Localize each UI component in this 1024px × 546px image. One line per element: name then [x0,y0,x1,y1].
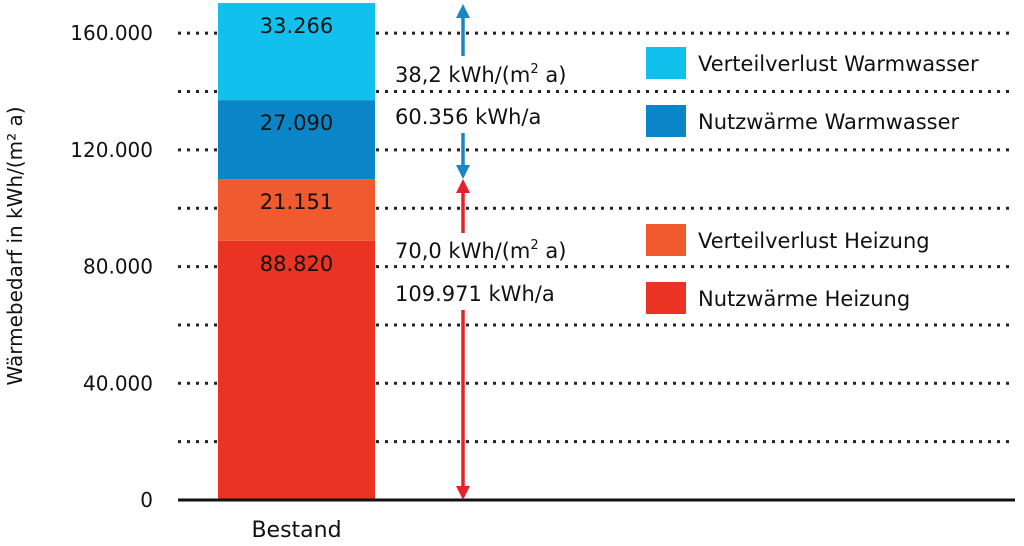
legend-label: Nutzwärme Warmwasser [698,110,959,134]
y-axis-label: Wärmebedarf in kWh/(m² a) [3,106,27,385]
bar-stack [218,3,375,500]
annotation-specific-demand: 70,0 kWh/(m2 a) [395,238,566,263]
legend-item: Nutzwärme Heizung [646,282,910,314]
y-axis-ticks: 0 40.000 80.000 120.000 160.000 [70,21,153,512]
segment-value-label: 88.820 [260,252,333,276]
annotation-specific-demand: 38,2 kWh/(m2 a) [395,62,566,87]
segment-value-label: 27.090 [260,111,333,135]
annotation-total-demand: 60.356 kWh/a [395,105,541,129]
legend-label: Verteilverlust Heizung [698,229,930,253]
legend-item: Verteilverlust Heizung [646,224,930,256]
segment-value-label: 21.151 [260,190,333,214]
legend-label: Verteilverlust Warmwasser [698,52,979,76]
bar-segment [218,179,375,241]
legend-item: Nutzwärme Warmwasser [646,105,959,137]
bar-segment [218,240,375,500]
annotation-total-demand: 109.971 kWh/a [395,282,555,306]
annotations: 38,2 kWh/(m2 a) 60.356 kWh/a 70,0 kWh/(m2 … [395,4,566,500]
legend-label: Nutzwärme Heizung [698,287,910,311]
arrow-head-up [456,4,470,18]
arrow-head-up [456,179,470,194]
bar-segment [218,100,375,180]
legend-swatch [646,224,686,256]
legend-item: Verteilverlust Warmwasser [646,47,979,79]
segment-labels: 88.820 21.151 27.090 33.266 [260,14,333,276]
arrow-head-down [456,486,470,500]
y-tick-label: 40.000 [83,371,153,395]
legend: Verteilverlust Warmwasser Nutzwärme Warmw… [646,47,979,314]
legend-swatch [646,282,686,314]
legend-swatch [646,47,686,79]
category-label: Bestand [251,518,341,543]
legend-swatch [646,105,686,137]
arrow-head-down [456,165,470,180]
y-tick-label: 80.000 [83,255,153,279]
segment-value-label: 33.266 [260,14,333,38]
category-labels: Bestand [251,518,341,543]
y-tick-label: 160.000 [70,21,153,45]
y-tick-label: 120.000 [70,138,153,162]
y-tick-label: 0 [140,488,153,512]
double-arrow [456,4,470,180]
bar-segment [218,3,375,101]
double-arrow [456,179,470,500]
